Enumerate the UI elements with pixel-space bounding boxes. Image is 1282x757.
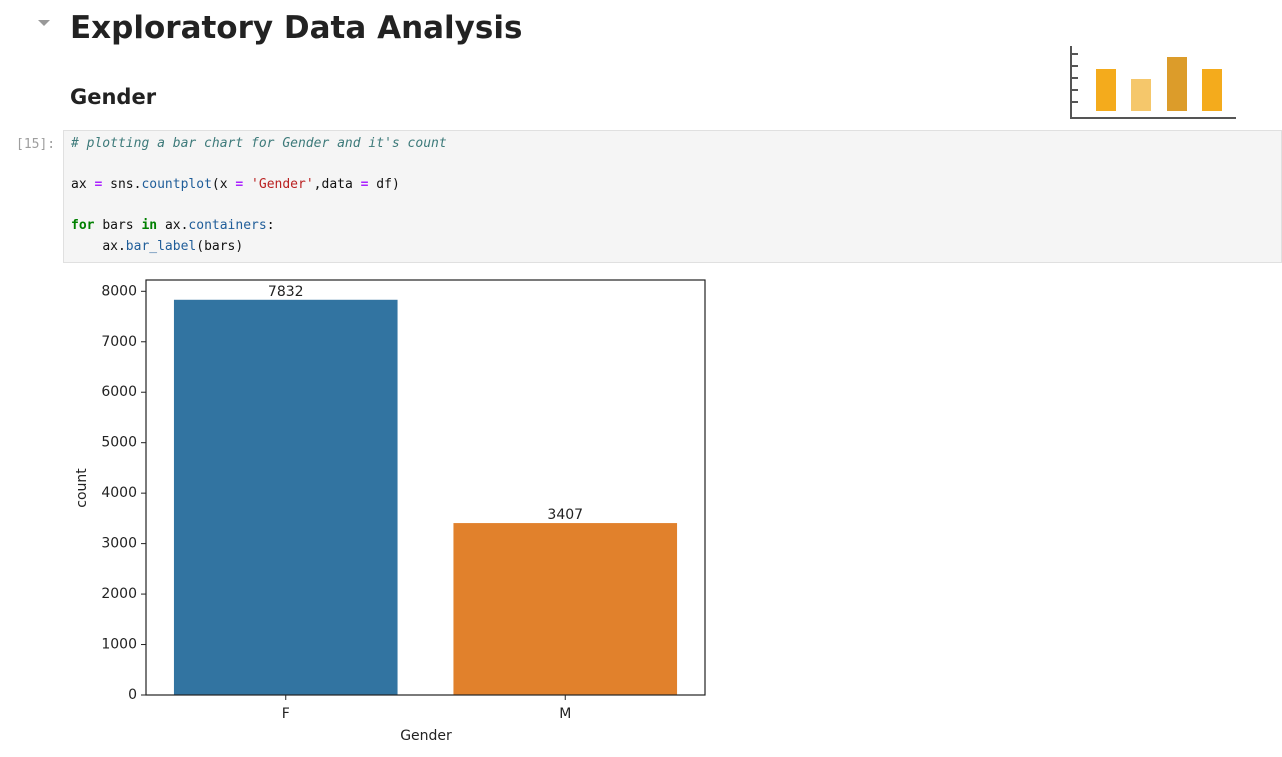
code-token: for <box>71 218 95 233</box>
bar-value-label: 7832 <box>268 284 304 300</box>
bar <box>453 523 678 695</box>
code-line: ax = sns.countplot(x = 'Gender',data = d… <box>71 177 400 192</box>
code-token: ax. <box>164 218 189 233</box>
code-line: # plotting a bar chart for Gender and it… <box>71 136 447 151</box>
decor-icon <box>1070 46 1236 119</box>
heading: Exploratory Data Analysis <box>70 10 523 46</box>
code-line: for bars in ax.containers: <box>71 218 275 233</box>
axes-frame <box>145 279 706 696</box>
code-token: ,data <box>313 177 353 192</box>
x-tick-label: M <box>559 706 571 722</box>
code-token: bar_label <box>125 239 197 254</box>
code-line: ax.bar_label(bars) <box>71 239 243 254</box>
y-axis-label: count <box>74 468 90 508</box>
code-token: bars <box>102 218 134 233</box>
code-token: sns. <box>110 177 142 192</box>
code-token: countplot <box>141 177 212 192</box>
y-tick-label: 8000 <box>101 283 137 299</box>
code-token: (x <box>211 177 228 192</box>
code-token: df) <box>376 177 400 192</box>
y-tick-label: 7000 <box>101 334 137 350</box>
cell-prompt: [15]: <box>16 137 56 152</box>
code-token: (bars) <box>196 239 244 254</box>
y-tick-label: 4000 <box>101 485 137 501</box>
subheading: Gender <box>70 85 157 109</box>
x-axis-label: Gender <box>400 728 452 744</box>
bar <box>173 299 398 695</box>
code-token: = <box>94 177 103 192</box>
code-token: ax. <box>102 239 126 254</box>
x-tick-label: F <box>282 706 290 722</box>
y-tick-label: 6000 <box>101 384 137 400</box>
code-token: ax <box>71 177 87 192</box>
code-token: = <box>360 177 369 192</box>
code-comment: # plotting a bar chart for Gender and it… <box>71 136 447 151</box>
code-cell[interactable] <box>63 130 1282 263</box>
code-token: containers <box>188 218 267 233</box>
collapse-caret[interactable] <box>38 20 50 26</box>
code-token: = <box>235 177 244 192</box>
bar-value-label: 3407 <box>547 507 583 523</box>
y-tick-label: 3000 <box>101 536 137 552</box>
code-token: 'Gender' <box>251 177 314 192</box>
code-token: in <box>141 218 158 233</box>
code-token: : <box>266 218 275 233</box>
y-tick-label: 1000 <box>101 637 137 653</box>
chart: count Gender 0 1000 2000 3000 4000 5000 6000 70… <box>74 279 706 744</box>
y-tick-label: 0 <box>128 687 137 703</box>
y-tick-label: 5000 <box>101 435 137 451</box>
y-tick-label: 2000 <box>101 586 137 602</box>
